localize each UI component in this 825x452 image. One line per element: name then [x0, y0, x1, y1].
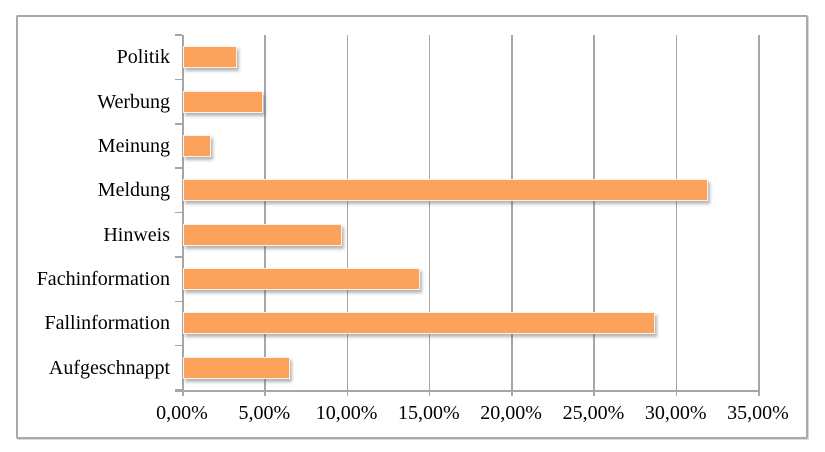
x-axis-tick — [182, 390, 184, 396]
x-tick-label-5: 25,00% — [562, 402, 625, 424]
category-label-aufgeschnappt: Aufgeschnappt — [48, 356, 170, 379]
gridline — [758, 35, 760, 390]
bar-werbung — [183, 90, 264, 113]
category-label-politik: Politik — [116, 46, 170, 69]
category-label-hinweis: Hinweis — [103, 223, 170, 246]
value-axis-line — [175, 390, 760, 392]
x-axis-tick — [758, 390, 760, 396]
bar-meldung — [183, 179, 708, 202]
gridline — [511, 35, 513, 390]
gridline — [593, 35, 595, 390]
x-axis-tick — [346, 390, 349, 396]
gridline — [675, 35, 678, 390]
x-tick-label-7: 35,00% — [727, 402, 789, 424]
x-axis-tick — [511, 390, 513, 396]
x-tick-label-1: 5,00% — [238, 402, 291, 424]
y-axis-tick — [175, 211, 182, 214]
bar-fachinformation — [183, 268, 421, 291]
x-axis-tick — [264, 390, 266, 396]
x-tick-label-4: 20,00% — [480, 402, 542, 424]
bar-meinung — [183, 134, 212, 157]
bar-fallinformation — [183, 312, 656, 335]
bar-aufgeschnappt — [183, 356, 290, 379]
x-axis-tick — [675, 390, 678, 396]
x-tick-label-0: 0,00% — [156, 402, 208, 424]
gridline — [428, 35, 431, 390]
category-label-fachinformation: Fachinformation — [36, 268, 170, 291]
category-axis-line — [182, 35, 184, 390]
x-axis-tick — [428, 390, 431, 396]
y-axis-tick — [175, 34, 182, 36]
y-axis-tick — [175, 78, 182, 81]
x-tick-label-2: 10,00% — [315, 402, 378, 424]
gridline — [264, 35, 266, 390]
y-axis-tick — [175, 123, 182, 125]
chart-frame: Politik Werbung Meinung Meldung Hinweis Fachi… — [16, 15, 808, 439]
gridline — [346, 35, 349, 390]
x-tick-label-3: 15,00% — [398, 402, 460, 424]
category-label-werbung: Werbung — [97, 90, 170, 113]
y-axis-tick — [175, 167, 182, 169]
y-axis-tick — [175, 256, 182, 258]
y-axis-tick — [175, 300, 182, 302]
category-label-fallinformation: Fallinformation — [44, 312, 170, 335]
bar-hinweis — [183, 223, 342, 246]
x-axis-tick — [593, 390, 595, 396]
y-axis-tick — [175, 344, 182, 347]
x-tick-label-6: 30,00% — [644, 402, 707, 424]
y-axis-tick — [175, 389, 182, 391]
bar-politik — [183, 46, 238, 69]
category-label-meinung: Meinung — [97, 134, 170, 157]
category-label-meldung: Meldung — [97, 179, 170, 202]
